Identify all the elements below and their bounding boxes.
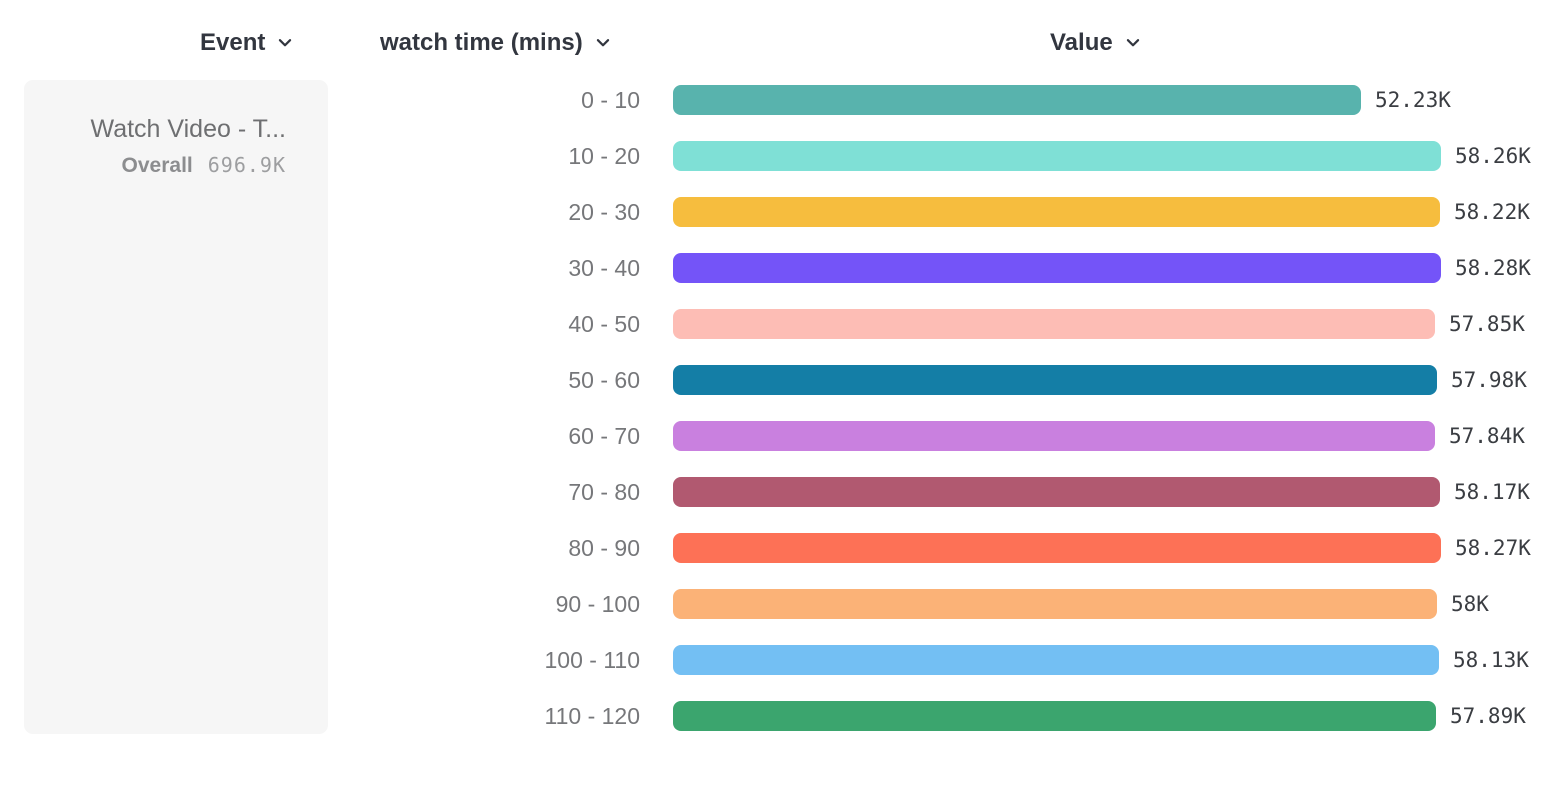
chart-rows: 0 - 10 52.23K 10 - 20 58.26K 20 - 30 58.… <box>530 72 1568 744</box>
event-dropdown-label: Event <box>200 29 266 56</box>
value-label: 57.84K <box>1449 424 1525 448</box>
bar-area: 52.23K <box>673 85 1568 115</box>
bar-area: 58.22K <box>673 197 1568 227</box>
value-label: 58.22K <box>1454 200 1530 224</box>
breakdown-dropdown[interactable]: watch time (mins) <box>380 26 612 60</box>
bar-area: 58K <box>673 589 1568 619</box>
value-label: 58.13K <box>1453 648 1529 672</box>
overall-row: Overall 696.9K <box>60 153 286 178</box>
value-label: 58.26K <box>1455 144 1531 168</box>
category-label: 60 - 70 <box>568 422 640 449</box>
bar-area: 58.17K <box>673 477 1568 507</box>
value-dropdown[interactable]: Value <box>1050 26 1142 60</box>
chart-row: 100 - 110 58.13K <box>530 632 1568 688</box>
value-label: 58.17K <box>1454 480 1530 504</box>
bar-area: 57.89K <box>673 701 1568 731</box>
chart-row: 90 - 100 58K <box>530 576 1568 632</box>
category-label: 40 - 50 <box>568 310 640 337</box>
value-label: 58.27K <box>1455 536 1531 560</box>
bar-area: 57.98K <box>673 365 1568 395</box>
bar-area: 57.84K <box>673 421 1568 451</box>
bar[interactable] <box>673 197 1440 227</box>
bar[interactable] <box>673 309 1435 339</box>
category-label: 10 - 20 <box>568 142 640 169</box>
breakdown-dropdown-label: watch time (mins) <box>380 29 583 56</box>
chart-row: 60 - 70 57.84K <box>530 408 1568 464</box>
overall-label: Overall <box>121 154 193 177</box>
event-legend-card[interactable]: Watch Video - T... Overall 696.9K <box>24 80 328 734</box>
chevron-down-icon <box>1124 34 1142 52</box>
chart-row: 20 - 30 58.22K <box>530 184 1568 240</box>
event-dropdown[interactable]: Event <box>200 26 294 60</box>
chart-row: 30 - 40 58.28K <box>530 240 1568 296</box>
overall-value: 696.9K <box>207 153 286 177</box>
bar-area: 58.26K <box>673 141 1568 171</box>
category-label: 90 - 100 <box>555 590 640 617</box>
chart-row: 10 - 20 58.26K <box>530 128 1568 184</box>
bar-area: 58.13K <box>673 645 1568 675</box>
bar[interactable] <box>673 85 1361 115</box>
bar[interactable] <box>673 421 1435 451</box>
value-label: 57.98K <box>1451 368 1527 392</box>
category-label: 80 - 90 <box>568 534 640 561</box>
value-dropdown-label: Value <box>1050 29 1113 56</box>
category-label: 30 - 40 <box>568 254 640 281</box>
bar[interactable] <box>673 701 1436 731</box>
category-label: 100 - 110 <box>544 646 640 673</box>
chart-row: 70 - 80 58.17K <box>530 464 1568 520</box>
category-label: 110 - 120 <box>544 702 640 729</box>
bar[interactable] <box>673 589 1437 619</box>
value-label: 57.85K <box>1449 312 1525 336</box>
value-label: 58.28K <box>1455 256 1531 280</box>
category-label: 70 - 80 <box>568 478 640 505</box>
bar[interactable] <box>673 533 1441 563</box>
chart-row: 110 - 120 57.89K <box>530 688 1568 744</box>
chevron-down-icon <box>276 34 294 52</box>
bar-area: 57.85K <box>673 309 1568 339</box>
chart-row: 40 - 50 57.85K <box>530 296 1568 352</box>
event-name: Watch Video - T... <box>90 115 286 143</box>
category-label: 0 - 10 <box>581 86 640 113</box>
chart-row: 0 - 10 52.23K <box>530 72 1568 128</box>
chart-row: 50 - 60 57.98K <box>530 352 1568 408</box>
category-label: 20 - 30 <box>568 198 640 225</box>
bar-area: 58.28K <box>673 253 1568 283</box>
bar[interactable] <box>673 645 1439 675</box>
value-label: 52.23K <box>1375 88 1451 112</box>
chevron-down-icon <box>594 34 612 52</box>
bar[interactable] <box>673 141 1441 171</box>
bar[interactable] <box>673 477 1440 507</box>
category-label: 50 - 60 <box>568 366 640 393</box>
chart-row: 80 - 90 58.27K <box>530 520 1568 576</box>
value-label: 57.89K <box>1450 704 1526 728</box>
bar[interactable] <box>673 365 1437 395</box>
value-label: 58K <box>1451 592 1489 616</box>
bar[interactable] <box>673 253 1441 283</box>
bar-area: 58.27K <box>673 533 1568 563</box>
